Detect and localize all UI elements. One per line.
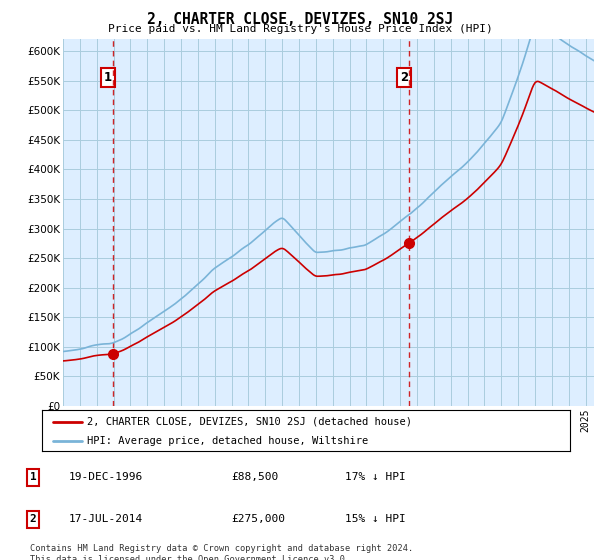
Text: 2: 2: [400, 71, 408, 84]
Text: £275,000: £275,000: [231, 515, 285, 524]
Text: 17% ↓ HPI: 17% ↓ HPI: [345, 473, 406, 482]
Text: £88,500: £88,500: [231, 473, 278, 482]
Text: 15% ↓ HPI: 15% ↓ HPI: [345, 515, 406, 524]
Text: 2: 2: [29, 515, 37, 524]
Text: HPI: Average price, detached house, Wiltshire: HPI: Average price, detached house, Wilt…: [87, 436, 368, 446]
Text: Price paid vs. HM Land Registry's House Price Index (HPI): Price paid vs. HM Land Registry's House …: [107, 24, 493, 34]
Text: Contains HM Land Registry data © Crown copyright and database right 2024.
This d: Contains HM Land Registry data © Crown c…: [30, 544, 413, 560]
Text: 19-DEC-1996: 19-DEC-1996: [69, 473, 143, 482]
Text: 17-JUL-2014: 17-JUL-2014: [69, 515, 143, 524]
Text: 1: 1: [29, 473, 37, 482]
Text: 2, CHARTER CLOSE, DEVIZES, SN10 2SJ: 2, CHARTER CLOSE, DEVIZES, SN10 2SJ: [147, 12, 453, 27]
Text: 2, CHARTER CLOSE, DEVIZES, SN10 2SJ (detached house): 2, CHARTER CLOSE, DEVIZES, SN10 2SJ (det…: [87, 417, 412, 427]
Text: 1: 1: [104, 71, 112, 84]
